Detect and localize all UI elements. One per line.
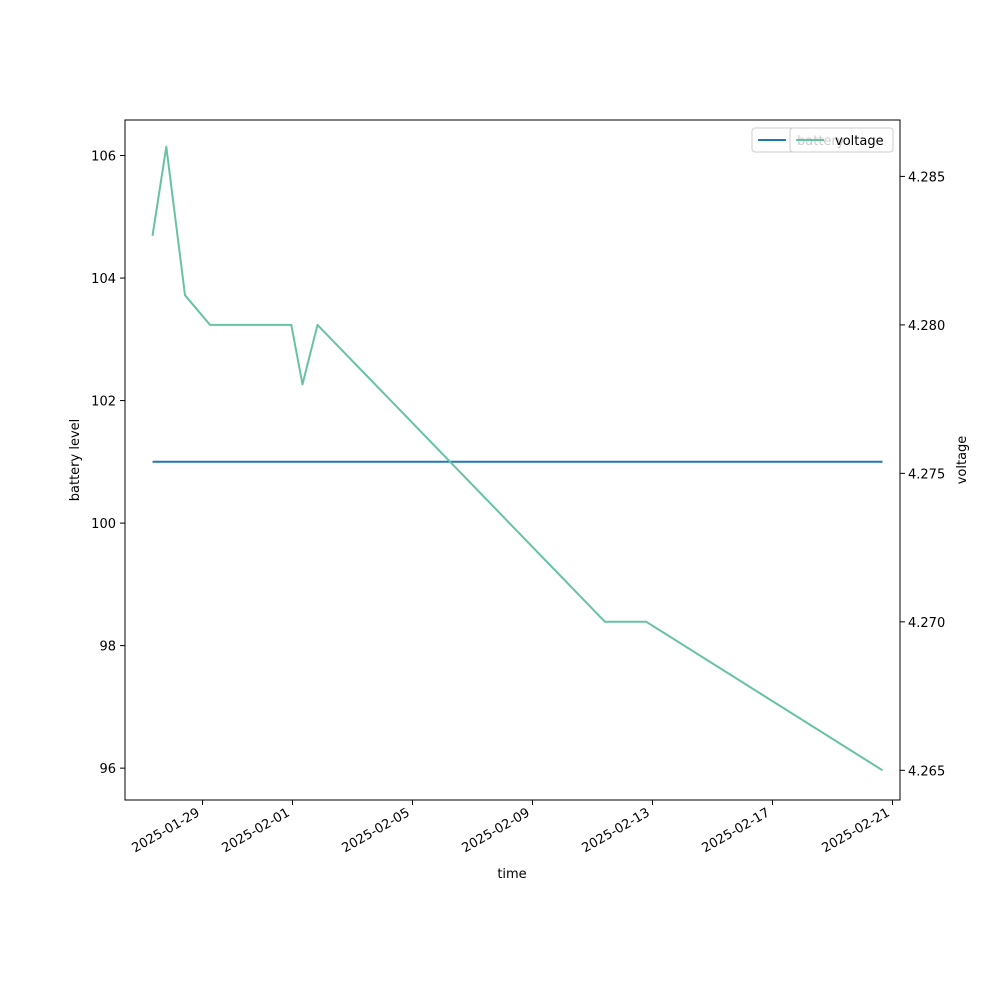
- y-right-tick-label-1: 4.270: [908, 616, 945, 631]
- y-right-tick-label-3: 4.280: [908, 319, 945, 334]
- legend-voltage-label: voltage: [835, 134, 884, 149]
- y-left-tick-label-2: 100: [91, 517, 116, 532]
- y-right-tick-label-4: 4.285: [908, 170, 945, 185]
- x-tick-label-1: 2025-02-01: [220, 805, 293, 856]
- y-left-tick-label-1: 98: [99, 640, 116, 655]
- series-line-voltage: [151, 145, 884, 772]
- x-tick-label-3: 2025-02-09: [460, 805, 533, 856]
- y-axis-right-label: voltage: [955, 436, 970, 485]
- y-axis-left-label: battery level: [68, 419, 83, 502]
- y-right-tick-label-2: 4.275: [908, 467, 945, 482]
- x-tick-label-6: 2025-02-21: [820, 805, 893, 856]
- y-right-tick-label-0: 4.265: [908, 764, 945, 779]
- x-tick-label-4: 2025-02-13: [580, 805, 653, 856]
- plot-background: [125, 120, 900, 800]
- x-tick-label-2: 2025-02-05: [340, 805, 413, 856]
- legend-voltage-box: [789, 127, 894, 153]
- series-layer: [151, 145, 884, 772]
- y-left-tick-label-5: 106: [91, 150, 116, 165]
- y-left-tick-label-3: 102: [91, 395, 116, 410]
- y-left-tick-label-4: 104: [91, 272, 116, 287]
- y-left-tick-label-0: 96: [99, 762, 116, 777]
- x-tick-label-5: 2025-02-17: [700, 805, 773, 856]
- x-axis-label: time: [497, 867, 526, 882]
- x-tick-label-0: 2025-01-29: [130, 805, 203, 856]
- plot-frame: [124, 119, 901, 801]
- legend-voltage: voltage: [789, 127, 894, 153]
